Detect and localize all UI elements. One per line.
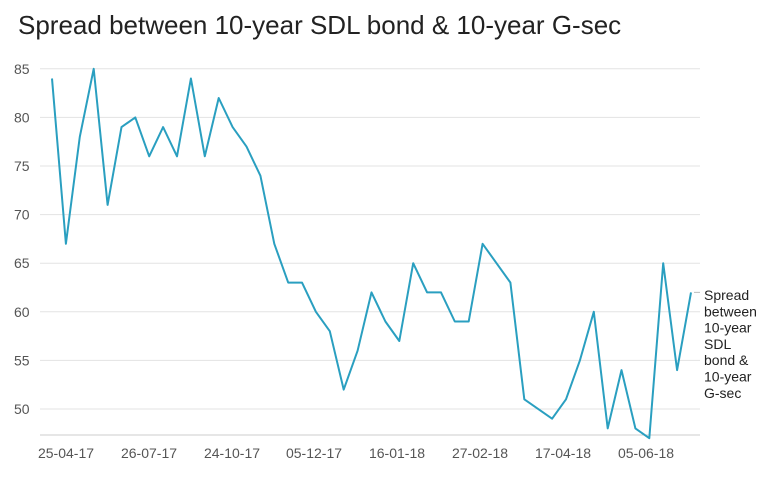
y-tick-label: 70 <box>14 207 30 223</box>
x-tick-label: 05-12-17 <box>286 445 342 461</box>
chart-title: Spread between 10-year SDL bond & 10-yea… <box>18 10 622 40</box>
series-label-line: bond & <box>704 352 749 368</box>
series-label-line: between <box>704 303 757 319</box>
y-tick-label: 50 <box>14 401 30 417</box>
series-label-line: 10-year <box>704 369 752 385</box>
y-tick-label: 60 <box>14 304 30 320</box>
x-axis-ticks: 25-04-17 26-07-17 24-10-17 05-12-17 16-01-18… <box>38 445 674 461</box>
x-tick-label: 26-07-17 <box>121 445 177 461</box>
series-label-line: Spread <box>704 287 749 303</box>
series-label: Spread between 10-year SDL bond & 10-year G-se… <box>704 287 757 401</box>
series-legend: Spread between 10-year SDL bond & 10-year G-se… <box>694 287 757 401</box>
series-label-line: 10-year <box>704 320 752 336</box>
gridlines <box>40 68 700 436</box>
x-tick-label: 25-04-17 <box>38 445 94 461</box>
x-tick-label: 16-01-18 <box>369 445 425 461</box>
series-line <box>51 67 692 440</box>
y-tick-label: 85 <box>14 61 30 77</box>
y-tick-label: 75 <box>14 158 30 174</box>
y-tick-label: 55 <box>14 352 30 368</box>
y-axis-ticks: 50 55 60 65 70 75 80 85 <box>14 61 30 417</box>
series-group <box>51 67 692 440</box>
series-label-line: SDL <box>704 336 731 352</box>
x-tick-label: 24-10-17 <box>204 445 260 461</box>
x-tick-label: 27-02-18 <box>452 445 508 461</box>
y-tick-label: 80 <box>14 109 30 125</box>
x-tick-label: 17-04-18 <box>535 445 591 461</box>
y-tick-label: 65 <box>14 255 30 271</box>
x-tick-label: 05-06-18 <box>618 445 674 461</box>
series-label-line: G-sec <box>704 385 741 401</box>
